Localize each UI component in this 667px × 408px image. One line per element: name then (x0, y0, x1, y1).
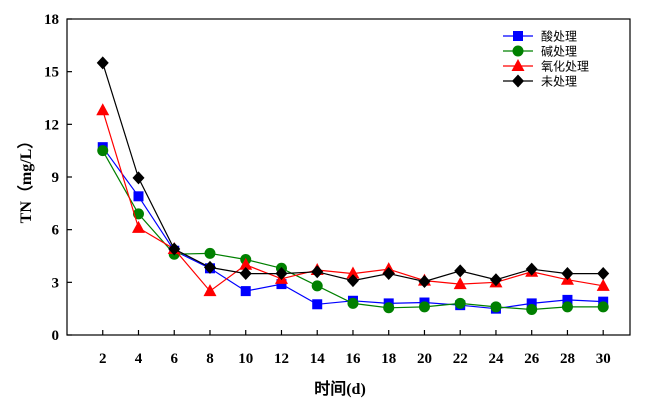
series-1-point-14 (312, 299, 323, 310)
x-tick-label-24: 24 (488, 351, 504, 367)
x-tick-label-26: 26 (524, 351, 540, 367)
x-tick-label-14: 14 (310, 351, 326, 367)
series-2-point-16 (347, 297, 359, 309)
series-2-point-28 (561, 301, 573, 313)
series-1-point-12 (276, 279, 287, 290)
series-3-line (102, 110, 604, 292)
series-4-point-10 (239, 267, 252, 281)
series-2-point-4 (132, 208, 144, 220)
x-tick-label-20: 20 (417, 351, 432, 367)
legend-marker-2 (512, 45, 524, 57)
legend-marker-4 (512, 74, 524, 88)
series-1-point-10 (240, 286, 251, 297)
series-3-point-2 (96, 103, 110, 116)
x-tick-label-28: 28 (560, 351, 575, 367)
x-tick-label-16: 16 (345, 351, 361, 367)
series-3-point-16 (346, 266, 360, 279)
series-3-point-22 (453, 277, 467, 290)
x-tick-label-22: 22 (453, 351, 468, 367)
series-2-point-26 (526, 304, 538, 316)
series-4 (96, 56, 610, 288)
series-2-point-24 (490, 301, 502, 313)
y-tick-label-6: 6 (52, 223, 60, 239)
legend-label-1: 酸处理 (541, 29, 577, 44)
x-tick-label-8: 8 (206, 351, 214, 367)
y-tick-label-3: 3 (52, 275, 60, 291)
series-2-point-8 (204, 247, 216, 259)
series-4-point-22 (454, 264, 467, 278)
series-2-point-20 (418, 301, 430, 313)
series-4-point-24 (489, 273, 502, 287)
series-1 (97, 142, 609, 314)
x-tick-label-2: 2 (99, 351, 107, 367)
y-tick-label-18: 18 (44, 12, 59, 28)
series-2-point-2 (97, 145, 109, 157)
legend-marker-3 (511, 59, 525, 71)
series-4-point-2 (96, 56, 109, 70)
series-1-point-4 (133, 191, 144, 202)
legend-label-4: 未处理 (541, 75, 577, 89)
series-4-point-12 (275, 267, 288, 281)
legend-item-3: 氧化处理 (503, 59, 589, 74)
series-2-point-18 (383, 302, 395, 314)
series-3-point-10 (239, 257, 253, 270)
y-tick-label-12: 12 (44, 117, 59, 133)
series-3-point-30 (596, 278, 610, 291)
legend-item-4: 未处理 (503, 74, 577, 89)
series-4-point-6 (168, 242, 181, 256)
x-tick-label-30: 30 (596, 351, 611, 367)
legend-marker-1 (513, 31, 523, 41)
legend-label-3: 氧化处理 (541, 60, 589, 74)
series-4-point-14 (311, 265, 324, 279)
y-tick-label-0: 0 (52, 328, 60, 344)
series-3-point-4 (131, 220, 145, 233)
legend-item-2: 碱处理 (503, 45, 577, 59)
series-4-point-4 (132, 171, 145, 185)
x-tick-label-18: 18 (381, 351, 396, 367)
series-2 (97, 145, 609, 316)
x-tick-label-10: 10 (238, 351, 253, 367)
series-2-point-22 (454, 297, 466, 309)
x-tick-label-6: 6 (170, 351, 178, 367)
series-4-point-30 (597, 267, 610, 281)
series-4-point-26 (525, 262, 538, 276)
series-3-point-8 (203, 284, 217, 297)
series-1-point-28 (562, 294, 573, 305)
series-2-point-30 (597, 301, 609, 313)
series-1-point-26 (526, 298, 537, 309)
y-tick-label-15: 15 (44, 65, 59, 81)
y-axis-title: TN（mg/L） (17, 133, 35, 224)
x-tick-label-12: 12 (274, 351, 289, 367)
series-2-point-14 (311, 280, 323, 292)
series-layer (96, 56, 610, 316)
series-4-point-20 (418, 274, 431, 288)
series-4-point-28 (561, 267, 574, 281)
x-axis-title: 时间(d) (314, 379, 366, 398)
series-4-point-8 (203, 260, 216, 274)
y-tick-label-9: 9 (52, 170, 60, 186)
series-4-point-16 (346, 274, 359, 288)
x-tick-label-4: 4 (135, 351, 143, 367)
legend-label-2: 碱处理 (541, 45, 577, 59)
legend-item-1: 酸处理 (503, 29, 577, 44)
series-4-point-18 (382, 267, 395, 281)
